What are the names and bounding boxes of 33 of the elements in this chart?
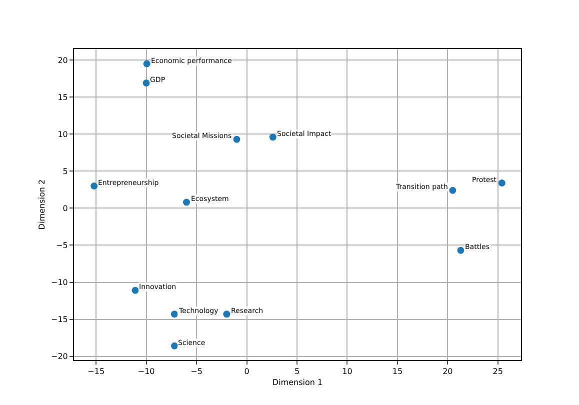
x-axis-title: Dimension 1 [272,378,323,388]
y-tick-label: −20 [51,352,68,362]
x-tick-label: −5 [190,367,202,376]
point [142,80,150,87]
point [183,198,190,206]
point [170,310,178,318]
y-axis-title: Dimension 2 [38,179,47,230]
x-tick-label: 5 [294,367,300,376]
y-tick-label: 15 [58,92,68,102]
point [233,136,240,143]
x-tick-label: −10 [138,367,155,376]
point [223,310,230,318]
y-tick-label: 10 [58,130,68,139]
y-tick-label: 20 [58,56,68,65]
point [269,134,276,141]
x-tick-label: −15 [88,367,105,376]
point [143,60,150,68]
point [132,286,139,294]
x-tick-label: 15 [392,367,403,376]
point [498,180,506,187]
y-tick-label: 5 [62,166,68,176]
point [170,342,178,350]
point [449,186,456,194]
x-tick-label: 10 [342,367,352,376]
x-tick-label: 20 [442,367,453,376]
y-tick-label: −5 [56,241,68,250]
x-tick-label: 25 [492,367,503,376]
y-tick-label: −15 [51,315,68,324]
point [457,246,464,254]
y-tick-label: 0 [62,204,68,213]
x-tick-label: 0 [244,367,250,376]
y-tick-label: −10 [51,278,68,288]
point [90,182,98,190]
